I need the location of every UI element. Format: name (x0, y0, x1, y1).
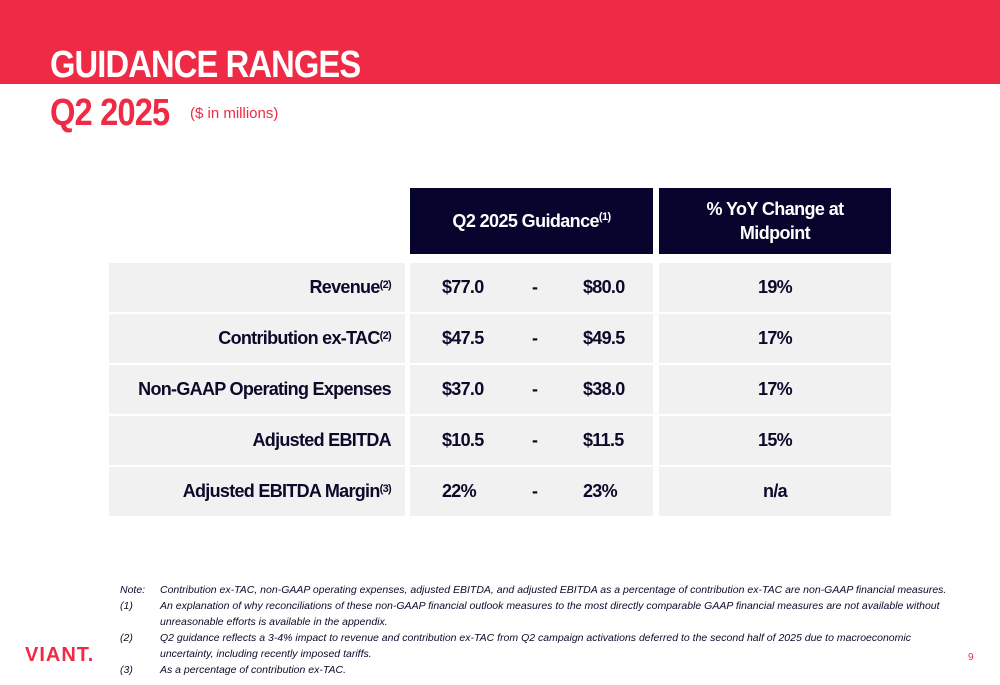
top-banner (0, 0, 1000, 84)
page-title: GUIDANCE RANGES (50, 44, 361, 86)
footnotes: Note: Contribution ex-TAC, non-GAAP opera… (120, 582, 950, 678)
range-high: $11.5 (583, 430, 624, 450)
guidance-range-revenue: $77.0 - $80.0 (410, 263, 653, 312)
range-separator: - (532, 379, 538, 399)
row-label-ebitda-margin: Adjusted EBITDA Margin (3) (109, 467, 405, 516)
column-header-guidance: Q2 2025 Guidance(1) (410, 188, 653, 254)
guidance-range-ebitda: $10.5 - $11.5 (410, 416, 653, 465)
yoy-ebitda-margin: n/a (659, 467, 891, 516)
row-label-text: Adjusted EBITDA (252, 430, 391, 450)
yoy-contribution: 17% (659, 314, 891, 363)
row-label-text: Revenue (309, 277, 381, 297)
range-separator: - (532, 430, 538, 450)
range-separator: - (532, 481, 538, 501)
guidance-range-ebitda-margin: 22% - 23% (410, 467, 653, 516)
row-label-opex: Non-GAAP Operating Expenses (109, 365, 405, 414)
row-label-revenue: Revenue (2) (109, 263, 405, 312)
range-low: $47.5 (442, 328, 484, 348)
row-label-text: Adjusted EBITDA Margin (182, 481, 381, 501)
column-header-guidance-label: Q2 2025 Guidance (452, 210, 599, 231)
subtitle-row: Q2 2025 ($ in millions) (50, 92, 278, 135)
column-header-yoy-label: % YoY Change at Midpoint (706, 198, 844, 243)
range-low: $77.0 (442, 277, 484, 297)
footnote-3: (3) As a percentage of contribution ex-TA… (120, 664, 346, 676)
footnote-marker: (1) (598, 210, 611, 223)
row-label-ebitda: Adjusted EBITDA (109, 416, 405, 465)
footnote-marker: (3) (379, 482, 392, 495)
footnote-general: Note: Contribution ex-TAC, non-GAAP opera… (120, 584, 947, 596)
range-low: $10.5 (442, 430, 484, 450)
yoy-opex: 17% (659, 365, 891, 414)
guidance-range-opex: $37.0 - $38.0 (410, 365, 653, 414)
range-low: $37.0 (442, 379, 484, 399)
range-low: 22% (442, 481, 477, 501)
footnote-marker: (2) (379, 329, 392, 342)
units-label: ($ in millions) (190, 105, 279, 122)
range-high: $80.0 (583, 277, 625, 297)
page-subtitle: Q2 2025 (50, 92, 170, 134)
row-label-contribution: Contribution ex-TAC (2) (109, 314, 405, 363)
range-high: $38.0 (583, 379, 625, 399)
yoy-ebitda: 15% (659, 416, 891, 465)
column-header-yoy: % YoY Change at Midpoint (659, 188, 891, 254)
range-high: 23% (583, 481, 618, 501)
page-number: 9 (968, 652, 974, 663)
range-high: $49.5 (583, 328, 625, 348)
yoy-revenue: 19% (659, 263, 891, 312)
row-label-text: Non-GAAP Operating Expenses (138, 379, 392, 399)
row-label-text: Contribution ex-TAC (218, 328, 380, 348)
range-separator: - (532, 328, 538, 348)
company-logo: VIANT. (25, 644, 95, 666)
footnote-1: (1) An explanation of why reconciliations… (120, 600, 940, 628)
range-separator: - (532, 277, 538, 297)
footnote-marker: (2) (379, 278, 392, 291)
footnote-2: (2) Q2 guidance reflects a 3-4% impact to… (120, 632, 911, 660)
guidance-range-contribution: $47.5 - $49.5 (410, 314, 653, 363)
